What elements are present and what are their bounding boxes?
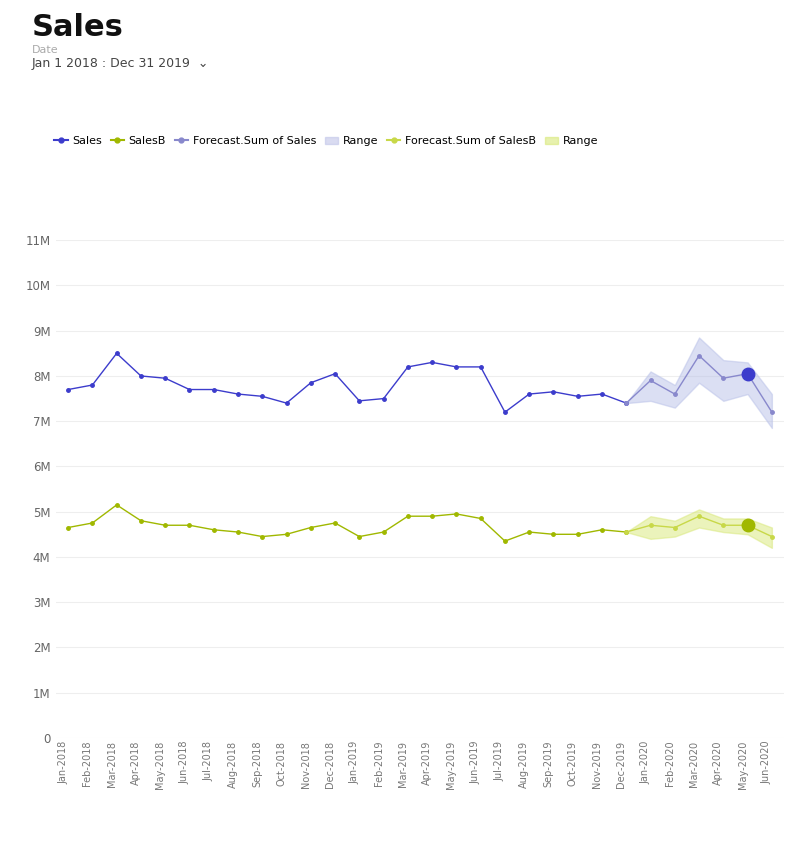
Text: Sales: Sales	[32, 13, 124, 42]
Legend: Sales, SalesB, Forecast.Sum of Sales, Range, Forecast.Sum of SalesB, Range: Sales, SalesB, Forecast.Sum of Sales, Ra…	[54, 136, 598, 147]
Text: Date: Date	[32, 45, 58, 55]
Text: Jan 1 2018 : Dec 31 2019  ⌄: Jan 1 2018 : Dec 31 2019 ⌄	[32, 57, 210, 69]
